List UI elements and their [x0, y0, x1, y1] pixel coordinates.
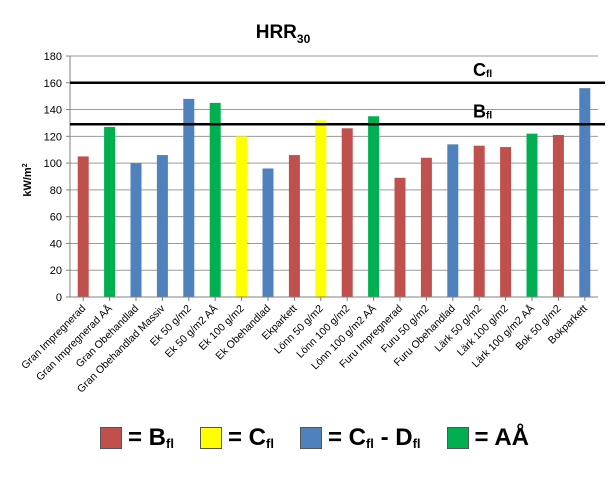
legend-label: = Cfl	[227, 424, 274, 451]
y-tick-label: 160	[44, 78, 62, 90]
y-tick-label: 60	[50, 212, 62, 224]
legend-swatch	[100, 427, 122, 449]
bar	[420, 157, 432, 297]
legend-item: = Cfl - Dfl	[299, 424, 421, 452]
bar	[236, 136, 248, 297]
legend-swatch	[446, 427, 469, 449]
reference-line-label: Cfl	[473, 60, 492, 80]
y-tick-label: 180	[44, 51, 62, 63]
y-axis-label: kW/m2	[22, 163, 34, 196]
y-tick-label: 140	[44, 105, 62, 117]
y-tick-label: 80	[50, 185, 62, 197]
bar	[552, 134, 564, 297]
bar	[183, 98, 195, 297]
bar	[500, 147, 512, 297]
plot-area	[70, 56, 598, 297]
legend-item: = AÅ	[446, 424, 529, 452]
bar	[288, 155, 300, 297]
y-tick-label: 0	[56, 292, 62, 304]
legend-item: = Bfl	[100, 424, 174, 452]
chart-legend: = Bfl = Cfl = Cfl - Dfl = AÅ	[100, 424, 555, 452]
bar	[526, 133, 538, 297]
y-tick-label: 40	[50, 238, 62, 250]
bar	[579, 88, 591, 297]
bar	[368, 116, 380, 297]
bar	[394, 177, 406, 297]
bar	[156, 155, 168, 297]
chart-title-subscript: 30	[297, 32, 311, 46]
bar	[77, 156, 89, 297]
legend-label: = Cfl - Dfl	[327, 424, 421, 451]
reference-line-label: Bfl	[473, 101, 492, 121]
y-tick-label: 120	[44, 131, 62, 143]
y-tick-label: 20	[50, 265, 62, 277]
bar	[341, 128, 353, 297]
y-tick-label: 100	[44, 158, 62, 170]
bar	[447, 144, 459, 297]
bar	[104, 126, 116, 297]
bar	[209, 102, 221, 297]
bar	[262, 168, 274, 297]
y-axis-label-superscript: 2	[22, 163, 29, 167]
bar	[130, 163, 142, 297]
legend-swatch	[299, 427, 322, 449]
chart-title: HRR30	[256, 22, 311, 46]
legend-swatch	[199, 427, 222, 449]
legend-label: = Bfl	[128, 424, 174, 451]
bar	[315, 120, 327, 298]
legend-label: = AÅ	[474, 424, 529, 451]
bar	[473, 145, 485, 297]
legend-item: = Cfl	[199, 424, 274, 452]
